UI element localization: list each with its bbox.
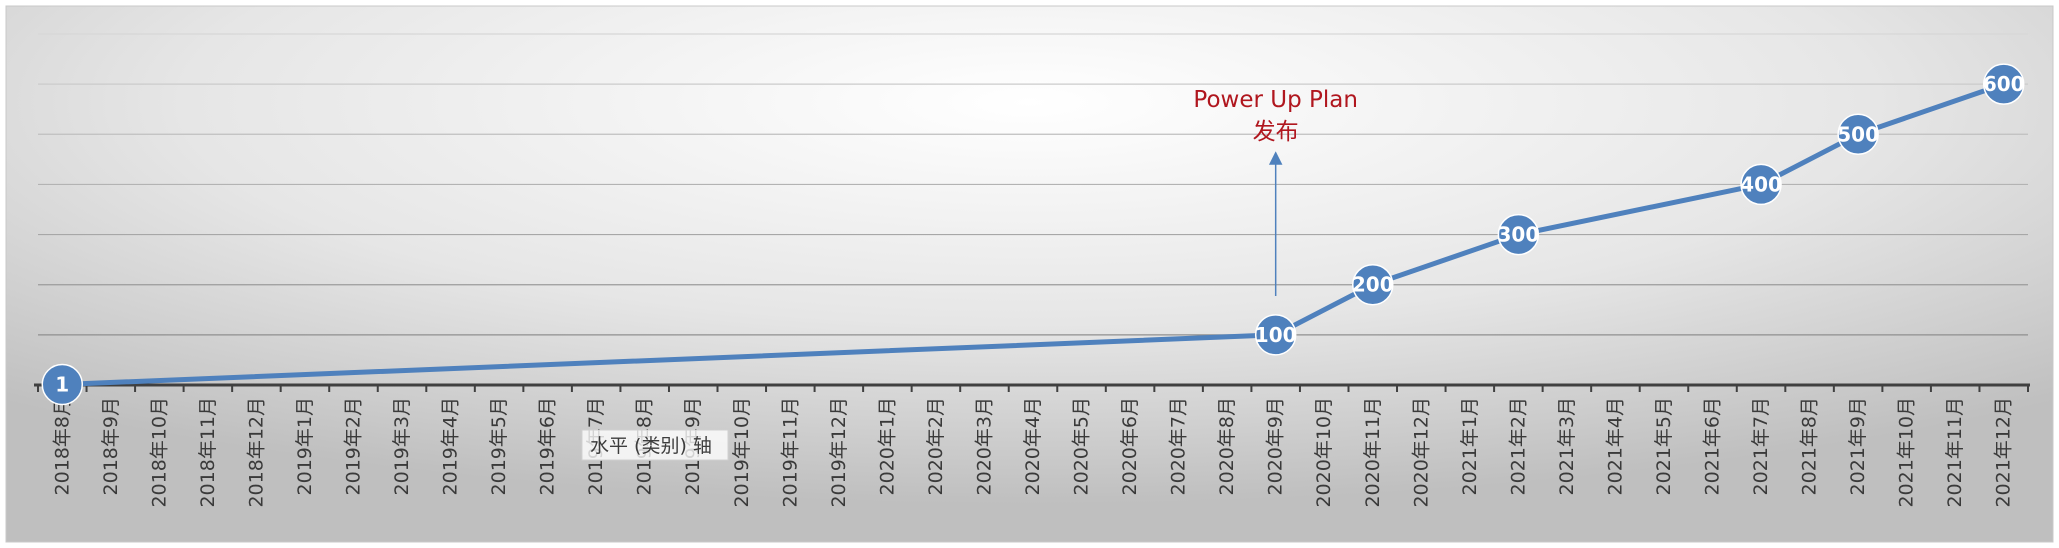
data-point-label: 200: [1352, 273, 1394, 297]
series-line: 1 100 200 300 400 500 600: [41, 63, 2025, 406]
data-point-marker: [1352, 263, 1394, 306]
x-tick-label: 2019年5月: [488, 397, 510, 495]
x-tick-label: 2019年2月: [342, 397, 364, 495]
data-point-label: 500: [1837, 122, 1879, 146]
data-point-label: 300: [1497, 223, 1539, 247]
x-tick-label: 2020年4月: [1022, 397, 1044, 495]
x-tick-label: 2019年4月: [440, 397, 462, 495]
data-point-marker: [1837, 113, 1879, 156]
x-tick-label: 2021年10月: [1896, 397, 1918, 508]
x-tick-label: 2020年7月: [1168, 397, 1190, 495]
x-tick-label: 2020年3月: [973, 397, 995, 495]
axis-tooltip: 水平 (类别) 轴: [581, 429, 729, 461]
x-tick-label: 2020年8月: [1216, 397, 1238, 495]
x-tick-label: 2021年2月: [1507, 397, 1529, 495]
data-point-marker: [1740, 163, 1782, 206]
data-point-label: 100: [1255, 323, 1297, 347]
annotation-text-line-2: 发布: [1253, 119, 1299, 145]
x-tick-label: 2019年10月: [731, 397, 753, 508]
x-tick-label: 2019年3月: [391, 397, 413, 495]
x-tick-label: 2021年4月: [1604, 397, 1626, 495]
x-tick-label: 2020年5月: [1071, 397, 1093, 495]
x-tick-label: 2020年2月: [925, 397, 947, 495]
gridlines: [38, 33, 2028, 336]
x-tick-label: 2020年10月: [1313, 397, 1335, 508]
x-tick-label: 2019年6月: [537, 397, 559, 495]
data-point-marker: [1254, 314, 1297, 356]
x-tick-label: 2021年11月: [1944, 397, 1966, 508]
x-tick-label: 2020年6月: [1119, 397, 1141, 495]
x-tick-label: 2018年9月: [100, 397, 122, 495]
x-tick-label: 2018年10月: [148, 397, 170, 508]
x-tick-label: 2021年1月: [1459, 397, 1481, 495]
x-tick-label: 2021年7月: [1750, 397, 1772, 495]
x-tick-label: 2020年9月: [1265, 397, 1287, 495]
x-tick-label: 2018年12月: [245, 397, 267, 508]
x-tick-label: 2021年5月: [1653, 397, 1675, 495]
chart-background: [5, 5, 2054, 543]
x-tick-label: 2020年1月: [876, 397, 898, 495]
x-tick-label: 2018年8月: [51, 397, 73, 495]
x-tick-label: 2021年8月: [1799, 397, 1821, 495]
axis-tooltip-box: [581, 429, 729, 461]
x-tick-label: 2019年11月: [779, 397, 801, 508]
x-tick-label: 2021年12月: [1993, 397, 2015, 508]
data-point-label: 600: [1983, 72, 2025, 96]
annotation-text-line-1: Power Up Plan: [1193, 87, 1358, 113]
annotation: Power Up Plan 发布: [1193, 87, 1358, 296]
x-tick-label: 2020年11月: [1362, 397, 1384, 508]
data-point-marker: [1497, 213, 1540, 256]
x-tick-label: 2020年12月: [1410, 397, 1432, 508]
data-point-marker: [41, 363, 84, 406]
x-tick-label: 2021年3月: [1556, 397, 1578, 495]
x-tick-label: 2019年1月: [294, 397, 316, 495]
x-tick-label: 2019年12月: [828, 397, 850, 508]
x-tick-label: 2021年9月: [1847, 397, 1869, 495]
x-tick-label: 2021年6月: [1702, 397, 1724, 495]
x-tick-label: 2018年11月: [197, 397, 219, 508]
data-point-label: 1: [55, 372, 69, 396]
axis-tooltip-text: 水平 (类别) 轴: [590, 435, 712, 457]
data-point-marker: [1982, 63, 2025, 105]
data-point-label: 400: [1740, 172, 1782, 196]
